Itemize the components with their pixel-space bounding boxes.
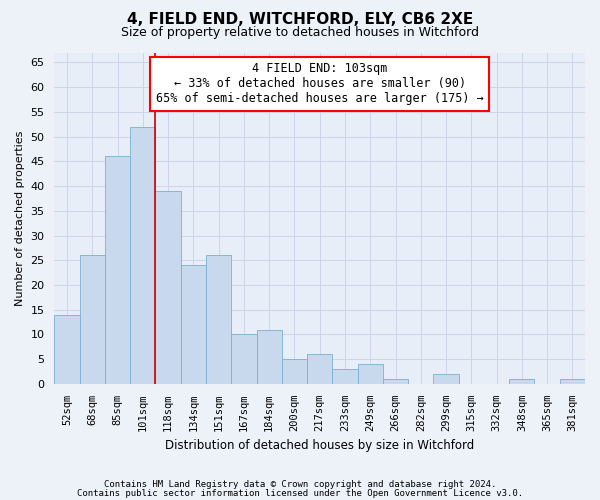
Text: 4 FIELD END: 103sqm
← 33% of detached houses are smaller (90)
65% of semi-detach: 4 FIELD END: 103sqm ← 33% of detached ho… — [156, 62, 484, 106]
Text: 4, FIELD END, WITCHFORD, ELY, CB6 2XE: 4, FIELD END, WITCHFORD, ELY, CB6 2XE — [127, 12, 473, 28]
Bar — [560, 379, 585, 384]
Bar — [155, 191, 181, 384]
X-axis label: Distribution of detached houses by size in Witchford: Distribution of detached houses by size … — [165, 440, 475, 452]
Bar — [433, 374, 458, 384]
Bar — [307, 354, 332, 384]
Bar — [231, 334, 257, 384]
Text: Size of property relative to detached houses in Witchford: Size of property relative to detached ho… — [121, 26, 479, 39]
Bar — [509, 379, 535, 384]
Bar — [105, 156, 130, 384]
Bar — [55, 314, 80, 384]
Y-axis label: Number of detached properties: Number of detached properties — [15, 130, 25, 306]
Bar — [130, 126, 155, 384]
Bar — [282, 359, 307, 384]
Bar — [383, 379, 408, 384]
Text: Contains public sector information licensed under the Open Government Licence v3: Contains public sector information licen… — [77, 488, 523, 498]
Bar — [358, 364, 383, 384]
Bar — [181, 265, 206, 384]
Bar — [257, 330, 282, 384]
Bar — [80, 256, 105, 384]
Bar — [206, 256, 231, 384]
Text: Contains HM Land Registry data © Crown copyright and database right 2024.: Contains HM Land Registry data © Crown c… — [104, 480, 496, 489]
Bar — [332, 369, 358, 384]
